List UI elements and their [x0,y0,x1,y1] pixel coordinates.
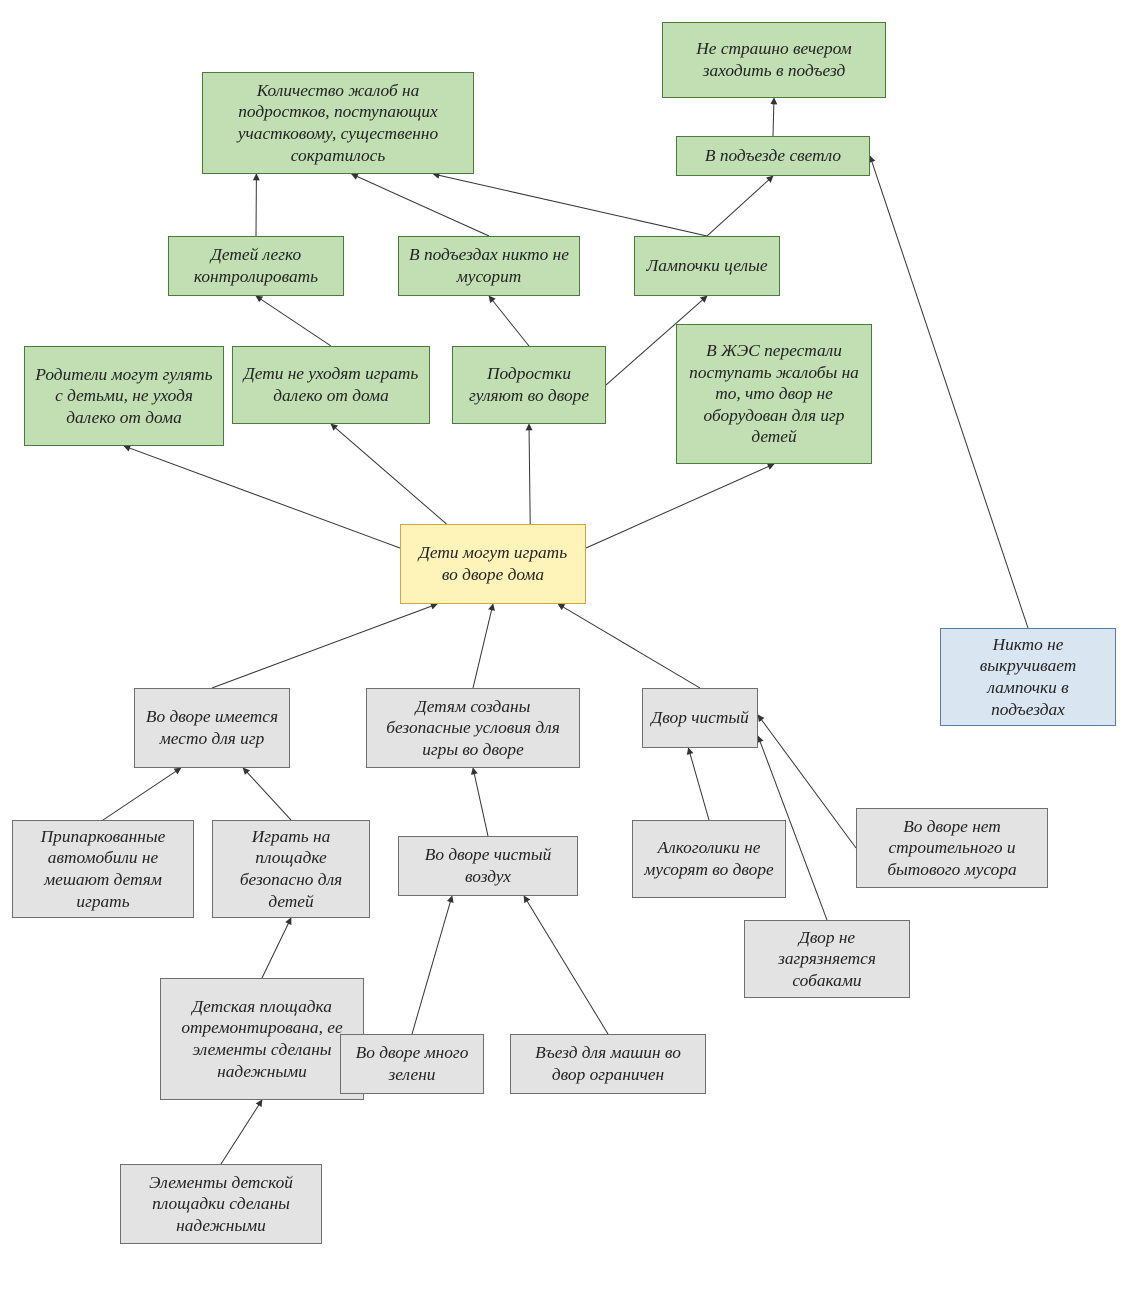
edge [331,424,447,524]
node-n_alco: Алкоголики не мусорят во дворе [632,820,786,898]
node-n_no_trash: Во дворе нет строительного и бытового му… [856,808,1048,888]
edge [256,296,331,346]
node-n_easy_ctrl: Детей легко контролировать [168,236,344,296]
node-n_complaints: Количество жалоб на подростков, поступаю… [202,72,474,174]
edge [243,768,291,820]
node-n_no_litter: В подъездах никто не мусорит [398,236,580,296]
node-n_greenery: Во дворе много зелени [340,1034,484,1094]
edge [707,176,773,236]
node-n_clean_air: Во дворе чистый воздух [398,836,578,896]
edge [212,604,437,688]
node-n_parents: Родители могут гулять с детьми, не уходя… [24,346,224,446]
edge [221,1100,262,1164]
edge [124,446,400,548]
node-n_repaired: Детская площадка отремонтирована, ее эле… [160,978,364,1100]
edge [870,156,1028,628]
node-n_elements: Элементы детской площадки сделаны надежн… [120,1164,322,1244]
edge [524,896,608,1034]
edge [529,424,530,524]
node-n_has_place: Во дворе имеется место для игр [134,688,290,768]
node-n_cars_park: Припаркованные автомобили не мешают детя… [12,820,194,918]
edge [558,604,700,688]
node-n_bulbs_ok: Лампочки целые [634,236,780,296]
edge [489,296,529,346]
edge [473,768,488,836]
node-n_yard_clean: Двор чистый [642,688,758,748]
node-n_safe_cond: Детям созданы безопасные условия для игр… [366,688,580,768]
node-n_teens_yard: Подростки гуляют во дворе [452,346,606,424]
edge [473,604,493,688]
node-n_center: Дети могут играть во дворе дома [400,524,586,604]
node-n_not_scary: Не страшно вечером заходить в подъезд [662,22,886,98]
node-n_bulbs_none: Никто не выкручивает лампочки в подъезда… [940,628,1116,726]
node-n_car_entry: Въезд для машин во двор ограничен [510,1034,706,1094]
node-n_play_safe: Играть на площадке безопасно для детей [212,820,370,918]
node-n_light: В подъезде светло [676,136,870,176]
node-n_no_dogs: Двор не загрязняется собаками [744,920,910,998]
edge [262,918,291,978]
edge [688,748,709,820]
edge [586,464,774,548]
edge [352,174,489,236]
edge [433,174,707,236]
diagram-canvas: Не страшно вечером заходить в подъезд Кол… [0,0,1132,1298]
node-n_kids_near: Дети не уходят играть далеко от дома [232,346,430,424]
node-n_zhes: В ЖЭС перестали поступать жалобы на то, … [676,324,872,464]
edge [412,896,452,1034]
edge [103,768,181,820]
edge [773,98,774,136]
